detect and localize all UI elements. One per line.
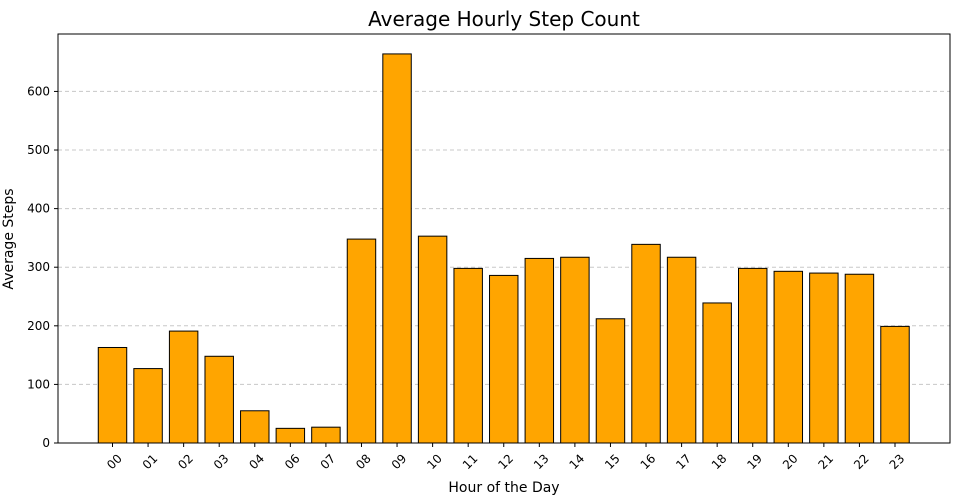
- bar-07: [311, 426, 341, 444]
- bar-19: [738, 267, 768, 444]
- bar-03: [204, 355, 234, 444]
- y-tick-label: 100: [27, 377, 50, 391]
- bar-04: [240, 410, 270, 444]
- x-tick-label-07: 07: [318, 451, 339, 472]
- x-tick-label-06: 06: [282, 451, 303, 472]
- x-tick-label-03: 03: [211, 451, 232, 472]
- x-axis-ticks: 00 01 02 03 04 06 07 08 09 10 11 12 13 14 15 16 17 18 19 20…: [104, 443, 907, 472]
- bar-09: [382, 53, 412, 444]
- bar-23: [880, 325, 910, 444]
- x-tick-label-02: 02: [175, 451, 196, 472]
- bar-01: [133, 368, 163, 444]
- bar-12: [489, 274, 519, 444]
- bars: [97, 53, 910, 444]
- x-tick-label-18: 18: [709, 451, 730, 472]
- x-tick-label-10: 10: [424, 451, 445, 472]
- x-axis-label: Hour of the Day: [448, 480, 559, 496]
- bar-10: [417, 235, 448, 444]
- bar-17: [666, 256, 697, 444]
- chart-title: Average Hourly Step Count: [368, 7, 640, 31]
- y-tick-label: 0: [42, 436, 50, 450]
- bar-02: [168, 330, 199, 444]
- bar-21: [809, 272, 839, 444]
- bar-06: [275, 427, 306, 444]
- x-tick-label-09: 09: [389, 451, 410, 472]
- bar-00: [97, 346, 128, 444]
- y-tick-label: 200: [27, 319, 50, 333]
- bar-13: [524, 257, 555, 444]
- y-tick-label: 400: [27, 202, 50, 216]
- x-tick-label-20: 20: [780, 451, 801, 472]
- x-tick-label-21: 21: [816, 451, 837, 472]
- bar-20: [773, 270, 804, 444]
- bar-16: [631, 243, 661, 444]
- x-tick-label-19: 19: [744, 451, 765, 472]
- x-tick-label-08: 08: [353, 451, 374, 472]
- bar-18: [702, 302, 732, 444]
- y-tick-label: 300: [27, 260, 50, 274]
- x-tick-label-15: 15: [602, 451, 623, 472]
- x-tick-label-13: 13: [531, 451, 552, 472]
- bar-22: [844, 273, 875, 444]
- y-tick-label: 500: [27, 143, 50, 157]
- y-axis-ticks: 0 100 200 300 400 500 600: [27, 84, 58, 450]
- x-tick-label-16: 16: [638, 451, 659, 472]
- bar-08: [346, 238, 377, 444]
- y-axis-label: Average Steps: [1, 188, 17, 289]
- x-tick-label-04: 04: [246, 451, 267, 472]
- x-tick-label-00: 00: [104, 451, 125, 472]
- x-tick-label-22: 22: [851, 451, 872, 472]
- bar-14: [560, 256, 590, 444]
- x-tick-label-14: 14: [567, 451, 588, 472]
- x-tick-label-12: 12: [495, 451, 516, 472]
- bar-11: [453, 267, 483, 444]
- x-tick-label-01: 01: [140, 451, 161, 472]
- x-tick-label-17: 17: [673, 451, 694, 472]
- y-tick-label: 600: [27, 84, 50, 98]
- bar-15: [595, 318, 626, 444]
- x-tick-label-23: 23: [887, 451, 908, 472]
- x-tick-label-11: 11: [460, 451, 481, 472]
